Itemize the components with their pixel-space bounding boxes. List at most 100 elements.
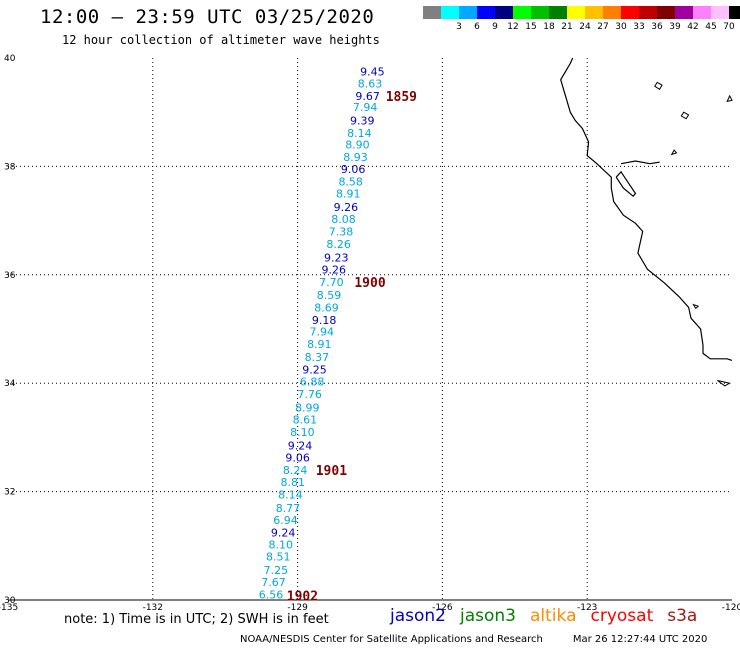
legend-swatch <box>477 6 495 19</box>
lake-outline <box>654 81 663 91</box>
wave-height-label: 9.06 <box>285 451 310 464</box>
coastline <box>560 57 733 387</box>
legend-swatch <box>639 6 657 19</box>
lat-tick-label: 40 <box>4 54 16 64</box>
credit-text: NOAA/NESDIS Center for Satellite Applica… <box>240 634 543 645</box>
wave-height-label: 9.39 <box>350 114 375 127</box>
wave-height-label: 8.37 <box>305 351 330 364</box>
legend-swatch <box>675 6 693 19</box>
wave-height-label: 8.77 <box>276 502 301 515</box>
wave-height-label: 9.23 <box>324 251 349 264</box>
wave-height-label: 7.25 <box>264 564 289 577</box>
wave-height-label: 8.10 <box>290 426 315 439</box>
page-subtitle: 12 hour collection of altimeter wave hei… <box>62 33 380 47</box>
legend-swatch <box>711 6 729 19</box>
wave-height-label: 8.14 <box>347 127 372 140</box>
legend-label: 30 <box>615 22 627 32</box>
legend-swatch <box>729 6 740 19</box>
legend-label: 21 <box>561 22 573 32</box>
legend-swatch <box>549 6 567 19</box>
legend-swatch <box>459 6 477 19</box>
wave-height-label: 9.67 <box>355 90 380 103</box>
wave-height-label: 8.24 <box>283 464 308 477</box>
wave-height-label: 8.59 <box>317 289 342 302</box>
legend-swatch <box>441 6 459 19</box>
legend-label: 45 <box>705 22 717 32</box>
legend-swatch <box>567 6 585 19</box>
wave-height-label: 9.06 <box>341 163 366 176</box>
lon-tick-label: -132 <box>143 603 163 613</box>
wave-height-label: 8.81 <box>281 476 306 489</box>
satellite-legend: jason2 jason3 altika cryosat s3a <box>390 606 711 626</box>
wave-height-label: 9.45 <box>360 66 385 79</box>
satellite-jason3: jason3 <box>460 606 516 626</box>
wave-height-label: 8.99 <box>295 402 320 415</box>
lon-tick-label: -129 <box>287 603 308 613</box>
legend-label: 12 <box>507 22 519 32</box>
legend-label: 36 <box>651 22 663 32</box>
wave-height-track: 9.458.639.677.949.398.148.908.939.068.58… <box>259 66 385 602</box>
wave-height-label: 7.76 <box>297 388 322 401</box>
legend-label: 33 <box>633 22 645 32</box>
footer-note: note: 1) Time is in UTC; 2) SWH is in fe… <box>64 612 329 627</box>
lake-outline <box>670 149 678 156</box>
wave-height-label: 8.14 <box>278 488 303 501</box>
timestamp: Mar 26 12:27:44 UTC 2020 <box>572 634 708 645</box>
lon-tick-label: -135 <box>0 603 18 613</box>
lat-tick-label: 38 <box>4 162 16 172</box>
wave-height-label: 6.94 <box>273 514 298 527</box>
axis-tick-labels: -135 -132 -129 -126 -123 -120 30 32 34 36 38 40 <box>0 54 740 613</box>
lat-lon-grid <box>8 58 732 600</box>
legend-label: 24 <box>579 22 591 32</box>
wave-height-label: 8.91 <box>307 338 332 351</box>
wave-height-label: 7.94 <box>353 101 378 114</box>
legend-label: 42 <box>687 22 699 32</box>
legend-swatch <box>531 6 549 19</box>
legend-label: 18 <box>543 22 555 32</box>
legend-swatch <box>657 6 675 19</box>
hour-label: 1902 <box>287 590 318 605</box>
lon-tick-label: -120 <box>722 603 740 613</box>
wave-height-label: 8.08 <box>331 213 356 226</box>
wave-height-label: 8.26 <box>326 238 351 251</box>
wave-height-label: 9.26 <box>322 263 347 276</box>
wave-height-label: 9.24 <box>271 526 296 539</box>
wave-height-label: 8.90 <box>345 139 370 152</box>
coastline-segment <box>620 160 660 165</box>
legend-label: 3 <box>456 22 462 32</box>
credit-line: NOAA/NESDIS Center for Satellite Applica… <box>240 634 707 645</box>
lake-outline <box>726 94 733 103</box>
wave-height-label: 8.51 <box>266 551 291 564</box>
hour-label: 1901 <box>316 464 347 479</box>
lake-outline <box>692 303 700 310</box>
legend-swatch <box>513 6 531 19</box>
wave-height-label: 7.38 <box>329 225 354 238</box>
legend-unit: (ft) <box>735 22 740 32</box>
lon-tick-label: -126 <box>432 603 453 613</box>
legend-label: 9 <box>492 22 498 32</box>
wave-height-label: 7.67 <box>261 576 286 589</box>
wave-height-label: 8.10 <box>268 539 293 552</box>
legend-swatch <box>495 6 513 19</box>
satellite-cryosat: cryosat <box>590 606 654 626</box>
hour-label: 1859 <box>386 90 417 105</box>
lon-tick-label: -123 <box>577 603 597 613</box>
wave-height-label: 9.25 <box>302 364 327 377</box>
wave-height-label: 8.93 <box>343 151 368 164</box>
wave-height-label: 8.91 <box>336 188 361 201</box>
legend-label: 39 <box>669 22 681 32</box>
legend-swatch <box>603 6 621 19</box>
wave-height-label: 6.88 <box>300 376 325 389</box>
lake-outline <box>680 111 690 120</box>
coastline-segment <box>560 57 733 361</box>
wave-height-label: 9.18 <box>312 314 337 327</box>
satellite-s3a: s3a <box>667 606 698 626</box>
wave-height-label: 7.94 <box>309 326 334 339</box>
lake-outline <box>717 380 731 387</box>
wave-height-label: 9.26 <box>334 201 359 214</box>
legend-label: 27 <box>597 22 609 32</box>
wave-height-label: 8.58 <box>338 176 363 189</box>
lat-tick-label: 32 <box>4 488 15 498</box>
lat-tick-label: 34 <box>4 379 16 389</box>
legend-swatch <box>621 6 639 19</box>
